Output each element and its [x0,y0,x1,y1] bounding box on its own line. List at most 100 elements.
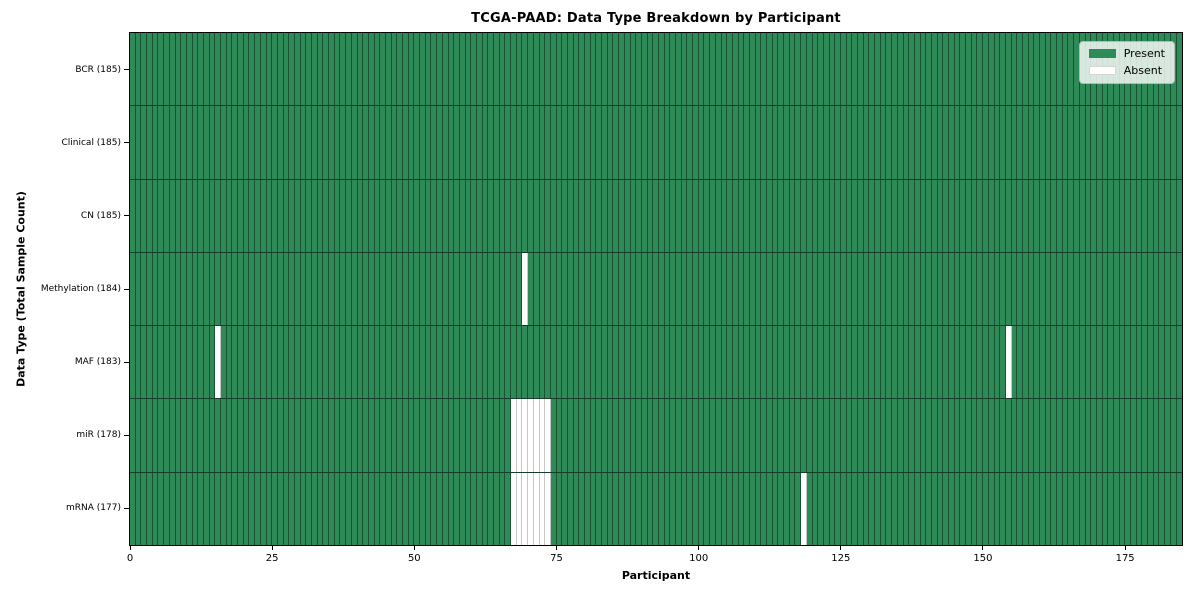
cell-present [528,106,534,179]
cell-present [1068,252,1075,326]
cell-present [1108,179,1114,252]
cell-present [1170,472,1177,545]
cell-present [152,33,159,106]
cell-present [459,106,466,179]
cell-present [351,106,358,179]
cell-present [300,472,307,545]
x-tick-label: 100 [689,553,709,564]
cell-present [363,106,369,179]
cell-present [1108,472,1114,545]
y-axis-label: Data Type (Total Sample Count) [14,191,28,387]
cell-present [954,179,961,252]
cell-present [414,106,421,179]
cell-present [164,106,170,179]
cell-absent [533,399,540,472]
cell-absent [511,472,517,545]
cell-present [920,179,927,252]
cell-present [1005,472,1012,545]
cell-present [408,106,415,179]
cell-present [949,33,955,106]
cell-present [329,326,335,399]
cell-present [613,106,620,179]
cell-present [198,33,204,106]
cell-present [511,106,517,179]
cell-present [1005,106,1012,179]
cell-present [459,33,466,106]
cell-present [221,399,227,472]
cell-present [920,106,927,179]
cell-present [721,326,728,399]
cell-present [448,399,455,472]
cell-present [687,252,694,326]
cell-present [249,106,256,179]
cell-present [488,472,494,545]
cell-present [294,472,301,545]
cell-present [914,472,921,545]
cell-present [630,252,637,326]
x-tick-mark [698,546,700,550]
cell-present [175,33,182,106]
cell-present [533,252,540,326]
cell-present [556,472,563,545]
cell-present [329,106,335,179]
cell-present [1040,326,1046,399]
plot-area: Present Absent [129,32,1183,546]
cell-present [653,106,659,179]
cell-present [931,252,938,326]
cell-present [186,252,193,326]
cell-present [215,399,221,472]
cell-present [556,33,563,106]
cell-present [1159,326,1166,399]
cell-present [869,399,876,472]
cell-present [238,472,244,545]
cell-present [215,179,221,252]
cell-present [1051,252,1058,326]
cell-present [681,399,688,472]
cell-present [977,106,984,179]
cell-present [1096,326,1103,399]
cell-present [1034,106,1040,179]
cell-present [147,33,153,106]
cell-present [977,252,984,326]
cell-present [147,106,153,179]
cell-present [630,399,637,472]
cell-present [391,472,398,545]
legend-swatch [1088,49,1116,58]
cell-present [909,472,915,545]
cell-present [323,252,330,326]
cell-present [175,472,182,545]
cell-present [1165,252,1171,326]
cell-present [130,106,136,179]
cell-present [147,326,153,399]
cell-present [909,399,915,472]
cell-present [801,106,807,179]
cell-present [385,179,392,252]
cell-present [272,179,278,252]
cell-present [983,33,989,106]
cell-present [1017,399,1023,472]
cell-present [203,326,210,399]
cell-present [192,399,199,472]
cell-present [983,106,989,179]
cell-present [840,472,847,545]
cell-present [397,179,403,252]
cell-present [437,33,443,106]
cell-present [158,106,165,179]
cell-present [454,179,460,252]
cell-present [761,326,767,399]
cell-present [852,106,858,179]
cell-present [1034,472,1040,545]
cell-present [960,472,967,545]
heatmap-row [130,399,1182,473]
cell-present [971,472,978,545]
cell-present [203,33,210,106]
cell-present [710,472,716,545]
cell-present [971,33,978,106]
cell-present [135,179,142,252]
cell-present [573,179,580,252]
cell-present [488,179,494,252]
cell-present [511,179,517,252]
cell-present [590,33,597,106]
cell-present [585,179,591,252]
cell-absent [545,399,551,472]
